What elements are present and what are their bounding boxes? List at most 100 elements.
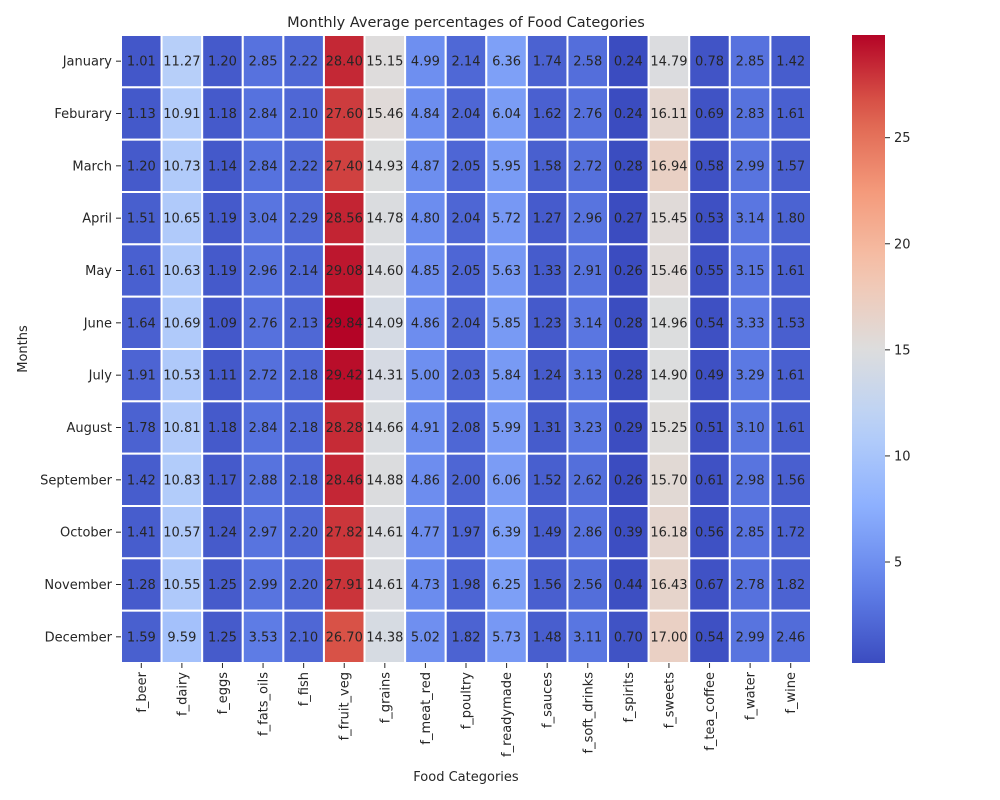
- column-tick-label: f_meat_red: [419, 672, 434, 745]
- cell-value-label: 0.44: [614, 578, 643, 593]
- cell-value-label: 2.96: [249, 264, 278, 279]
- cell-value-label: 2.14: [289, 264, 318, 279]
- cell-value-label: 1.20: [208, 55, 237, 70]
- heatmap-cell: [607, 452, 650, 507]
- cell-value-label: 2.20: [289, 578, 318, 593]
- cell-value-label: 1.61: [776, 264, 805, 279]
- heatmap-cell: [404, 348, 447, 403]
- heatmap-cell: [647, 295, 691, 350]
- column-tick-label: f_tea_coffee: [703, 672, 718, 751]
- heatmap-cell: [404, 34, 447, 89]
- heatmap-cell: [363, 505, 407, 560]
- cell-value-label: 15.46: [650, 264, 687, 279]
- heatmap-cell: [485, 609, 528, 665]
- cell-value-label: 29.84: [326, 316, 363, 331]
- cell-value-label: 0.24: [614, 107, 643, 122]
- cell-value-label: 0.78: [695, 55, 724, 70]
- cell-value-label: 14.93: [366, 159, 403, 174]
- cell-value-label: 4.91: [411, 421, 440, 436]
- heatmap-cell: [444, 557, 488, 612]
- cell-value-label: 16.43: [650, 578, 687, 593]
- heatmap-cell: [322, 86, 366, 141]
- heatmap-cell: [363, 243, 407, 298]
- cell-value-label: 2.22: [289, 55, 318, 70]
- cell-value-label: 2.05: [452, 159, 481, 174]
- heatmap-cell: [160, 609, 204, 665]
- heatmap-cell: [160, 86, 204, 141]
- cell-value-label: 15.46: [366, 107, 403, 122]
- column-tick-label: f_spirits: [622, 672, 637, 723]
- cell-value-label: 0.28: [614, 159, 643, 174]
- heatmap-cell: [363, 400, 407, 455]
- cell-value-label: 1.59: [127, 630, 156, 645]
- heatmap-cell: [566, 609, 610, 665]
- cell-value-label: 1.18: [208, 421, 237, 436]
- cell-value-label: 9.59: [167, 630, 196, 645]
- cell-value-label: 1.25: [208, 578, 237, 593]
- heatmap-cell: [525, 452, 569, 507]
- column-tick-label: f_beer: [135, 671, 150, 712]
- heatmap-cell: [769, 609, 812, 665]
- heatmap-cell: [444, 243, 488, 298]
- heatmap-cell: [282, 191, 325, 246]
- cell-value-label: 29.08: [326, 264, 363, 279]
- cell-value-label: 1.17: [208, 473, 237, 488]
- cell-value-label: 10.57: [163, 526, 200, 541]
- cell-value-label: 0.56: [695, 526, 724, 541]
- heatmap-cell: [688, 505, 731, 560]
- cell-value-label: 1.58: [533, 159, 562, 174]
- cell-value-label: 2.99: [736, 630, 765, 645]
- colorbar-gradient: [852, 35, 885, 663]
- colorbar: 5 10 15 20 25: [852, 35, 911, 663]
- y-axis-label: Months: [16, 325, 31, 373]
- cell-value-label: 1.52: [533, 473, 562, 488]
- heatmap-cell: [282, 243, 325, 298]
- heatmap-cell: [607, 348, 650, 403]
- cell-value-label: 14.31: [366, 369, 403, 384]
- cell-value-label: 1.74: [533, 55, 562, 70]
- cell-value-label: 2.99: [249, 578, 278, 593]
- heatmap-cell: [444, 452, 488, 507]
- cell-value-label: 1.61: [776, 369, 805, 384]
- colorbar-tick-label: 25: [894, 131, 911, 146]
- heatmap-cell: [566, 452, 610, 507]
- row-tick-label: June: [83, 316, 112, 331]
- column-tick-label: f_fruit_veg: [338, 672, 353, 740]
- cell-value-label: 2.99: [736, 159, 765, 174]
- heatmap-cell: [322, 557, 366, 612]
- cell-value-label: 4.87: [411, 159, 440, 174]
- cell-value-label: 16.18: [650, 526, 687, 541]
- cell-value-label: 2.13: [289, 316, 318, 331]
- cell-value-label: 6.36: [492, 55, 521, 70]
- cell-value-label: 14.96: [650, 316, 687, 331]
- heatmap-cell: [607, 243, 650, 298]
- column-tick-label: f_wine: [784, 672, 799, 714]
- cell-value-label: 0.61: [695, 473, 724, 488]
- heatmap-cell: [404, 400, 447, 455]
- cell-value-label: 1.62: [533, 107, 562, 122]
- cell-value-label: 1.56: [776, 473, 805, 488]
- heatmap-cell: [688, 400, 731, 455]
- column-tick-label: f_water: [744, 671, 759, 720]
- cell-value-label: 1.80: [776, 212, 805, 227]
- cell-value-label: 26.70: [326, 630, 363, 645]
- cell-value-label: 1.78: [127, 421, 156, 436]
- cell-value-label: 3.14: [573, 316, 602, 331]
- heatmap-cell: [322, 243, 366, 298]
- row-tick-labels: January Feburary March April May June July Augu…: [40, 55, 121, 645]
- chart-title: Monthly Average percentages of Food Cate…: [287, 15, 645, 31]
- heatmap-cell: [769, 400, 812, 455]
- cell-value-label: 10.53: [163, 369, 200, 384]
- cell-value-label: 0.26: [614, 473, 643, 488]
- cell-value-label: 27.82: [326, 526, 363, 541]
- cell-value-label: 15.25: [650, 421, 687, 436]
- column-tick-label: f_sweets: [662, 672, 677, 729]
- cell-value-label: 1.57: [776, 159, 805, 174]
- cell-value-label: 14.88: [366, 473, 403, 488]
- column-tick-label: f_readymade: [500, 672, 515, 757]
- cell-value-label: 3.10: [736, 421, 765, 436]
- heatmap-cell: [444, 505, 488, 560]
- cell-value-label: 1.91: [127, 369, 156, 384]
- colorbar-tick-label: 15: [894, 343, 911, 358]
- cell-value-label: 3.29: [736, 369, 765, 384]
